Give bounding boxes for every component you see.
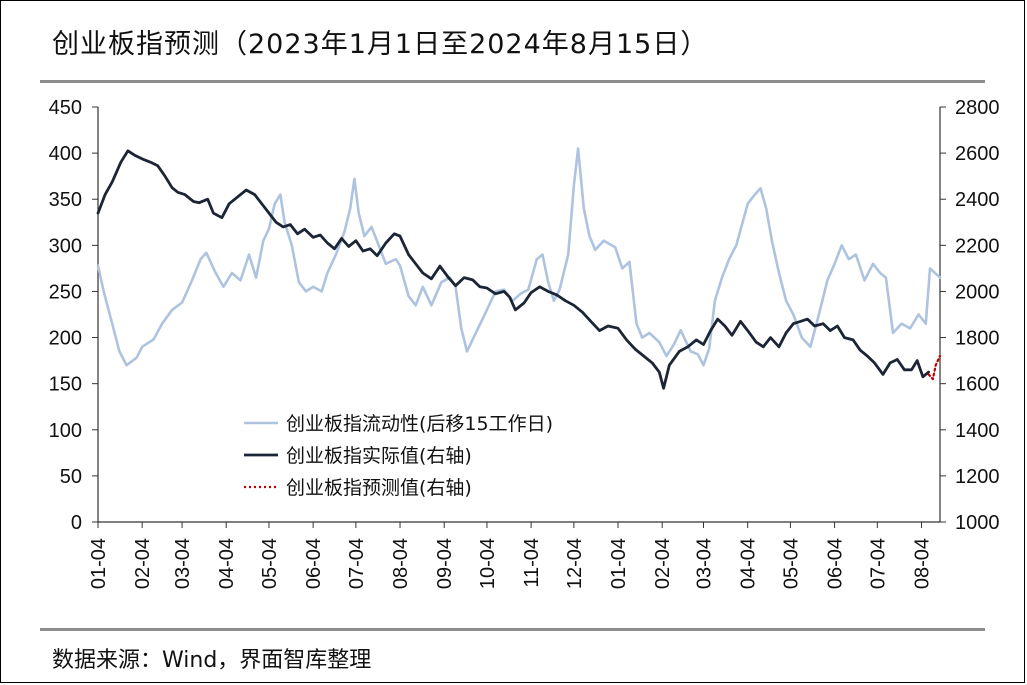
actual-index-line	[96, 149, 930, 390]
y-left-tick-label: 350	[49, 189, 82, 211]
y-right-tick-label: 1200	[955, 466, 1000, 488]
x-tick-label: 11-04	[521, 538, 543, 588]
y-left-tick-label: 200	[49, 328, 82, 350]
x-tick-label: 12-04	[564, 538, 586, 589]
series-group	[96, 147, 942, 390]
x-tick-label: 08-04	[390, 538, 412, 589]
x-tick-label: 01-04	[608, 538, 630, 589]
x-tick-label: 05-04	[780, 538, 802, 589]
y-left-tick-label: 450	[49, 97, 82, 119]
axes-group: 0 50 100 150 200 250 300 350 400 450 1000 1200 1400 1…	[49, 97, 1000, 589]
x-tick-label: 05-04	[259, 538, 281, 589]
legend: 创业板指流动性(后移15工作日) 创业板指实际值(右轴) 创业板指预测值(右轴)	[244, 413, 553, 499]
x-tick-label: 02-04	[652, 538, 674, 589]
x-tick-label: 04-04	[216, 538, 238, 589]
y-left-tick-label: 400	[49, 143, 82, 165]
legend-label: 创业板指预测值(右轴)	[286, 477, 472, 499]
source-note: 数据来源：Wind，界面智库整理	[52, 648, 372, 673]
y-right-tick-label: 2400	[955, 189, 1000, 211]
y-right-tick-label: 2200	[955, 235, 1000, 257]
forecast-line	[927, 354, 942, 381]
x-tick-label: 02-04	[132, 538, 154, 589]
x-tick-label: 07-04	[867, 538, 889, 589]
y-right-tick-label: 1600	[955, 374, 1000, 396]
x-tick-label: 06-04	[825, 538, 847, 589]
x-tick-label: 09-04	[434, 538, 456, 589]
y-left-tick-label: 0	[71, 512, 82, 534]
y-left-tick-label: 100	[49, 420, 82, 442]
x-tick-label: 10-04	[477, 538, 499, 589]
y-right-tick-label: 1400	[955, 420, 1000, 442]
x-tick-label: 03-04	[693, 538, 715, 589]
legend-label: 创业板指实际值(右轴)	[286, 445, 472, 467]
legend-label: 创业板指流动性(后移15工作日)	[286, 413, 553, 435]
y-left-tick-label: 150	[49, 374, 82, 396]
y-right-tick-label: 1000	[955, 512, 1000, 534]
top-divider	[40, 80, 985, 83]
y-right-tick-label: 2800	[955, 97, 1000, 119]
y-right-tick-label: 2600	[955, 143, 1000, 165]
bottom-divider	[40, 628, 985, 631]
y-right-tick-label: 2000	[955, 281, 1000, 303]
y-right-tick-label: 1800	[955, 328, 1000, 350]
x-tick-label: 03-04	[172, 538, 194, 589]
x-tick-label: 01-04	[88, 538, 110, 589]
y-left-tick-label: 300	[49, 235, 82, 257]
x-tick-label: 07-04	[346, 538, 368, 589]
liquidity-line	[96, 147, 942, 367]
page-title: 创业板指预测（2023年1月1日至2024年8月15日）	[52, 29, 709, 60]
x-tick-label: 06-04	[303, 538, 325, 589]
y-left-tick-label: 50	[60, 466, 82, 488]
x-tick-label: 04-04	[738, 538, 760, 589]
x-tick-label: 08-04	[911, 538, 933, 589]
y-left-tick-label: 250	[49, 281, 82, 303]
